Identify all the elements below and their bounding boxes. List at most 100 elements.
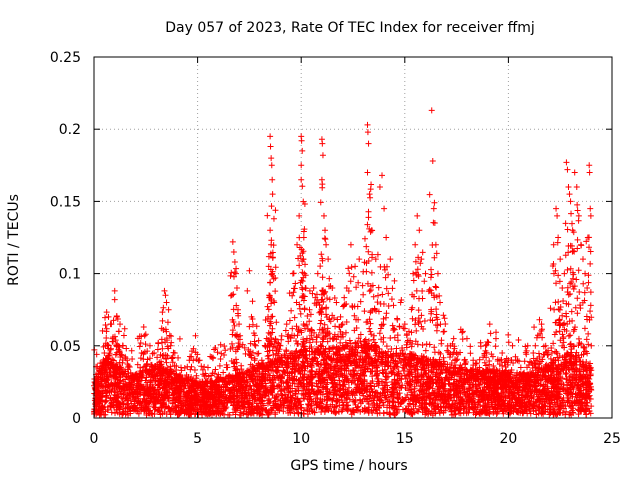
data-point [531, 324, 538, 331]
data-point [505, 339, 512, 346]
data-point [322, 360, 329, 367]
data-point [317, 320, 324, 327]
data-point [433, 327, 440, 334]
data-point [347, 340, 354, 347]
data-point [562, 371, 569, 378]
data-point [264, 303, 271, 310]
data-point [198, 363, 205, 370]
data-point [313, 395, 320, 402]
data-point [123, 345, 130, 352]
data-point [221, 343, 228, 350]
data-point [262, 406, 269, 413]
data-point [346, 337, 353, 344]
x-axis-label: GPS time / hours [290, 458, 407, 474]
data-point [467, 350, 474, 357]
data-point [581, 325, 588, 332]
data-point [363, 268, 370, 275]
data-point [112, 410, 119, 417]
data-point [506, 397, 513, 404]
data-point [399, 406, 406, 413]
data-point [548, 344, 555, 351]
data-point [426, 341, 433, 348]
data-point [309, 386, 316, 393]
data-point [207, 353, 214, 360]
data-point [345, 384, 352, 391]
data-point [516, 358, 523, 365]
data-point [383, 285, 390, 292]
data-point [330, 344, 337, 351]
data-point [441, 315, 448, 322]
y-axis-label: ROTI / TECUs [6, 194, 22, 286]
data-point [251, 357, 258, 364]
data-point [391, 326, 398, 333]
data-point [345, 367, 352, 374]
data-point [480, 354, 487, 361]
data-point [456, 407, 463, 414]
data-point [108, 409, 115, 416]
data-point [350, 397, 357, 404]
data-point [230, 409, 237, 416]
data-point [343, 319, 350, 326]
data-point [493, 329, 500, 336]
data-point [246, 323, 253, 330]
data-point [389, 398, 396, 405]
data-point [93, 351, 100, 358]
data-point [255, 337, 262, 344]
data-point [399, 382, 406, 389]
data-point [360, 392, 367, 399]
data-point [440, 328, 447, 335]
data-point [476, 356, 483, 363]
data-point [407, 395, 414, 402]
data-point [306, 351, 313, 358]
data-point [351, 409, 358, 416]
data-point [218, 350, 225, 357]
data-point [367, 328, 374, 335]
data-point [251, 338, 258, 345]
data-point [425, 367, 432, 374]
data-point [544, 406, 551, 413]
data-point [121, 325, 128, 332]
data-point [380, 410, 387, 417]
data-point [154, 381, 161, 388]
data-point [566, 402, 573, 409]
data-point [349, 375, 356, 382]
data-point [136, 343, 143, 350]
data-point [401, 365, 408, 372]
data-point [154, 346, 161, 353]
data-point [411, 385, 418, 392]
data-point [306, 345, 313, 352]
data-point [227, 345, 234, 352]
data-point [212, 366, 219, 373]
data-point [291, 314, 298, 321]
data-point [214, 349, 221, 356]
data-point [134, 361, 141, 368]
data-point [170, 406, 177, 413]
data-point [492, 343, 499, 350]
data-point [473, 360, 480, 367]
data-point [249, 378, 256, 385]
data-point [211, 346, 218, 353]
data-point [253, 323, 260, 330]
data-point [373, 372, 380, 379]
data-point [120, 332, 127, 339]
data-point [339, 406, 346, 413]
data-point [128, 347, 135, 354]
data-point [413, 327, 420, 334]
data-point [522, 343, 529, 350]
data-point [117, 321, 124, 328]
data-point [201, 363, 208, 370]
data-point [464, 388, 471, 395]
data-point [358, 343, 365, 350]
data-point [103, 376, 110, 383]
data-point [222, 347, 229, 354]
data-point [357, 400, 364, 407]
data-point [366, 325, 373, 332]
data-point [450, 335, 457, 342]
data-point [550, 340, 557, 347]
data-point [466, 381, 473, 388]
data-point [349, 390, 356, 397]
data-point [539, 334, 546, 341]
data-point [309, 290, 316, 297]
data-point [388, 296, 395, 303]
data-point [383, 343, 390, 350]
